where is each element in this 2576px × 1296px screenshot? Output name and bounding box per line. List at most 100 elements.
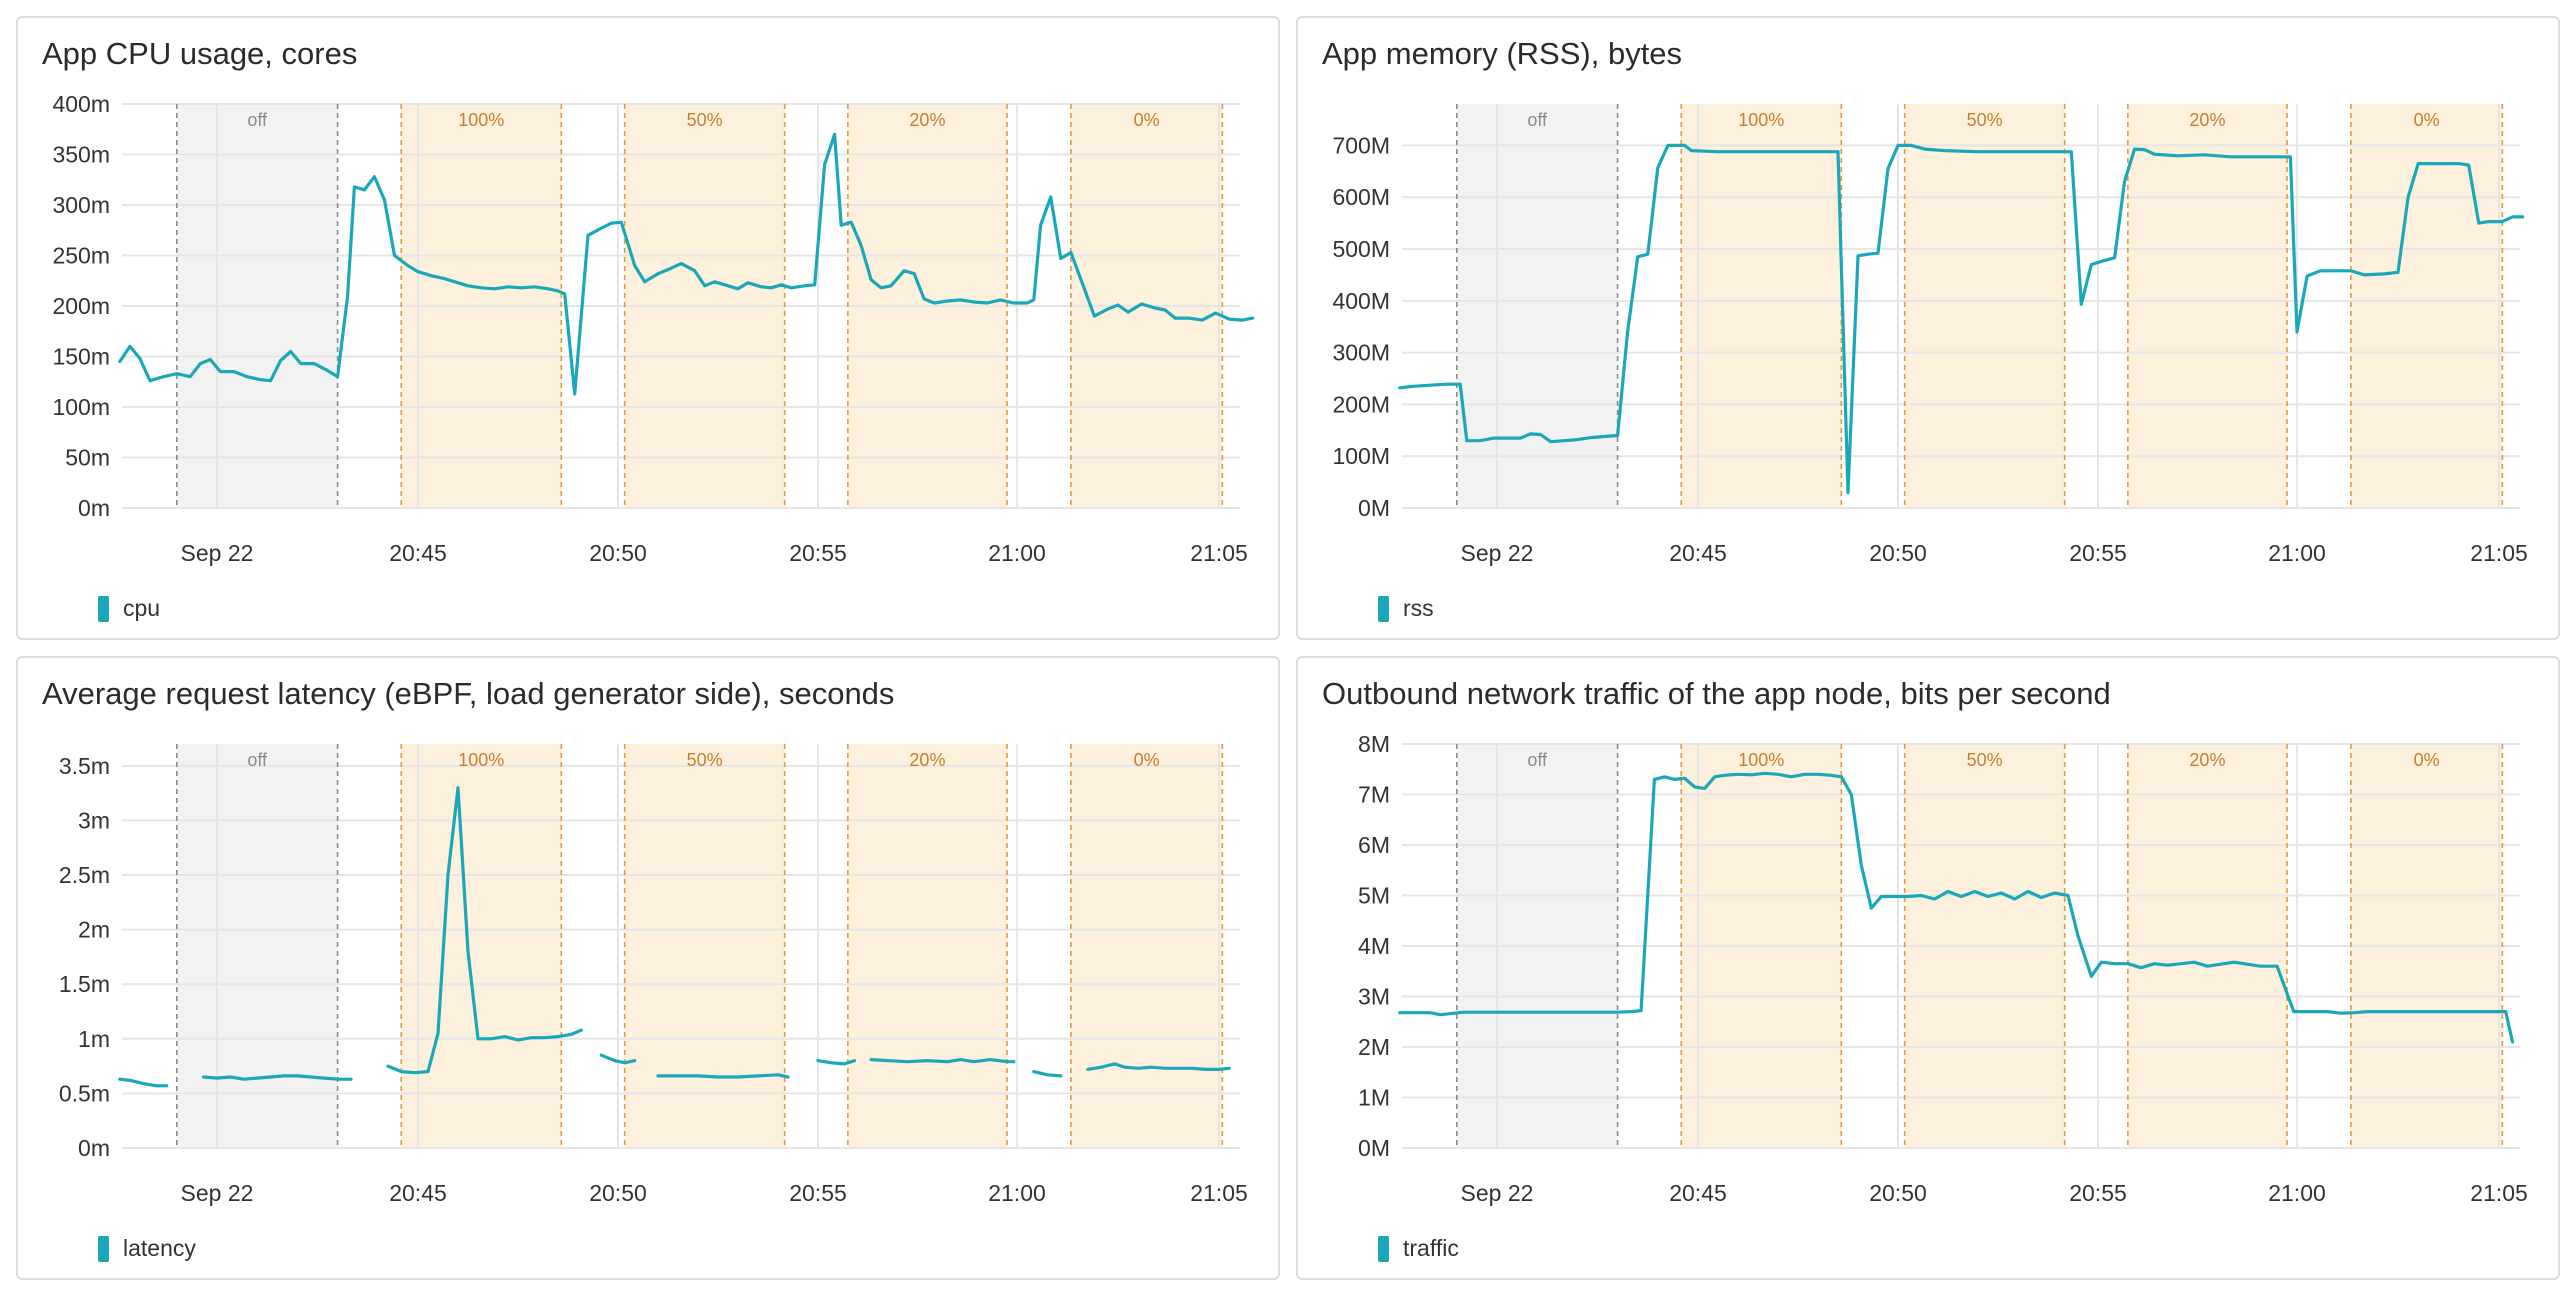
y-tick-label: 3M (1358, 984, 1390, 1010)
series-line-rss (1398, 143, 2525, 495)
x-tick-label: 21:00 (988, 1180, 1046, 1206)
legend-label: latency (123, 1235, 196, 1261)
series-line-cpu (118, 132, 1255, 396)
x-tick-label: 21:05 (2470, 1180, 2528, 1206)
series-line-latency (599, 1053, 637, 1065)
y-tick-label: 8M (1358, 731, 1390, 757)
panel-memory: App memory (RSS), bytes off 100% 50% 20% 0% 0… (1296, 16, 2560, 640)
x-tick-label: 20:55 (2069, 1180, 2127, 1206)
y-tick-label: 100m (52, 394, 110, 420)
band-label: off (247, 110, 268, 130)
x-tick-label: Sep 22 (181, 1180, 254, 1206)
panel-latency: Average request latency (eBPF, load gene… (16, 656, 1280, 1280)
series-line-latency (816, 1059, 857, 1066)
band-label: off (247, 750, 268, 770)
x-tick-label: Sep 22 (1461, 540, 1534, 566)
line-chart: off 100% 50% 20% 0% 0M 1M 2M 3M 4M 5M 6M 7M 8M Sep 22 2… (1358, 731, 2528, 1206)
x-tick-label: 20:50 (1869, 1180, 1927, 1206)
series-line-latency (869, 1058, 1016, 1064)
y-tick-label: 300M (1332, 340, 1390, 366)
legend-swatch (1378, 595, 1389, 622)
off-band (1456, 104, 1618, 508)
band-label: 0% (1134, 110, 1160, 130)
y-tick-label: 0.5m (59, 1080, 110, 1106)
x-tick-label: 20:45 (1669, 1180, 1727, 1206)
band-label: 100% (1738, 750, 1784, 770)
y-tick-label: 400m (52, 91, 110, 117)
band-label: 0% (2414, 750, 2440, 770)
y-tick-label: 400M (1332, 288, 1390, 314)
x-tick-label: 20:45 (389, 1180, 447, 1206)
y-tick-label: 7M (1358, 782, 1390, 808)
legend-label: traffic (1403, 1235, 1459, 1261)
x-tick-label: 21:05 (1190, 1180, 1248, 1206)
band-label: 20% (909, 750, 945, 770)
band-label: 100% (1738, 110, 1784, 130)
legend-label: cpu (123, 595, 161, 621)
y-tick-label: 150m (52, 344, 110, 370)
y-tick-label: 100M (1332, 443, 1390, 469)
load-band (847, 744, 1008, 1148)
band-label: 50% (687, 110, 723, 130)
series-line-latency (656, 1073, 790, 1079)
y-tick-label: 300m (52, 192, 110, 218)
y-tick-label: 50m (65, 445, 110, 471)
y-tick-label: 0M (1358, 1135, 1390, 1161)
x-tick-label: 21:00 (2268, 540, 2326, 566)
y-tick-label: 6M (1358, 832, 1390, 858)
legend[interactable]: traffic (1378, 1235, 1459, 1262)
y-tick-label: 500M (1332, 236, 1390, 262)
x-tick-label: 21:05 (1190, 540, 1248, 566)
load-band (1681, 104, 1842, 508)
band-label: 0% (1134, 750, 1160, 770)
y-tick-label: 600M (1332, 184, 1390, 210)
line-chart: off 100% 50% 20% 0% 0M 100M 200M 300M 400M 500M 600… (1332, 104, 2528, 566)
band-label: off (1527, 110, 1548, 130)
y-tick-label: 4M (1358, 933, 1390, 959)
legend[interactable]: latency (98, 1235, 196, 1262)
x-tick-label: 20:55 (2069, 540, 2127, 566)
y-tick-label: 5M (1358, 883, 1390, 909)
band-label: 0% (2414, 110, 2440, 130)
y-tick-label: 250m (52, 243, 110, 269)
x-tick-label: 20:50 (589, 540, 647, 566)
y-tick-label: 3.5m (59, 753, 110, 779)
x-tick-label: 20:45 (389, 540, 447, 566)
load-band (401, 744, 562, 1148)
y-tick-label: 1.5m (59, 971, 110, 997)
legend[interactable]: rss (1378, 595, 1434, 622)
panel-traffic: Outbound network traffic of the app node… (1296, 656, 2560, 1280)
load-band (2350, 104, 2503, 508)
x-tick-label: 21:00 (988, 540, 1046, 566)
band-label: off (1527, 750, 1548, 770)
x-tick-label: 20:50 (1869, 540, 1927, 566)
x-tick-label: 21:05 (2470, 540, 2528, 566)
x-tick-label: 21:00 (2268, 1180, 2326, 1206)
panel-title: App CPU usage, cores (42, 36, 358, 71)
y-tick-label: 0M (1358, 495, 1390, 521)
panel-title: App memory (RSS), bytes (1322, 36, 1683, 71)
legend-swatch (1378, 1235, 1389, 1262)
legend-swatch (98, 595, 109, 622)
legend[interactable]: cpu (98, 595, 160, 622)
load-band (1904, 104, 2065, 508)
panel-title: Outbound network traffic of the app node… (1322, 676, 2111, 711)
load-band (1070, 744, 1223, 1148)
y-tick-label: 3m (78, 807, 110, 833)
band-label: 50% (1967, 110, 2003, 130)
y-tick-label: 0m (78, 495, 110, 521)
y-tick-label: 2M (1358, 1034, 1390, 1060)
series-line-latency (386, 786, 583, 1075)
line-chart: off 100% 50% 20% 0% 0m 50m 100m 150m 200m 250m 300m… (52, 91, 1255, 566)
y-tick-label: 700M (1332, 132, 1390, 158)
y-tick-label: 1M (1358, 1085, 1390, 1111)
y-tick-label: 1m (78, 1026, 110, 1052)
band-label: 20% (909, 110, 945, 130)
series-line-latency (1032, 1070, 1063, 1078)
x-tick-label: Sep 22 (181, 540, 254, 566)
band-label: 50% (1967, 750, 2003, 770)
band-label: 20% (2189, 110, 2225, 130)
panel-title: Average request latency (eBPF, load gene… (42, 676, 895, 711)
y-tick-label: 200m (52, 293, 110, 319)
load-band (624, 744, 785, 1148)
